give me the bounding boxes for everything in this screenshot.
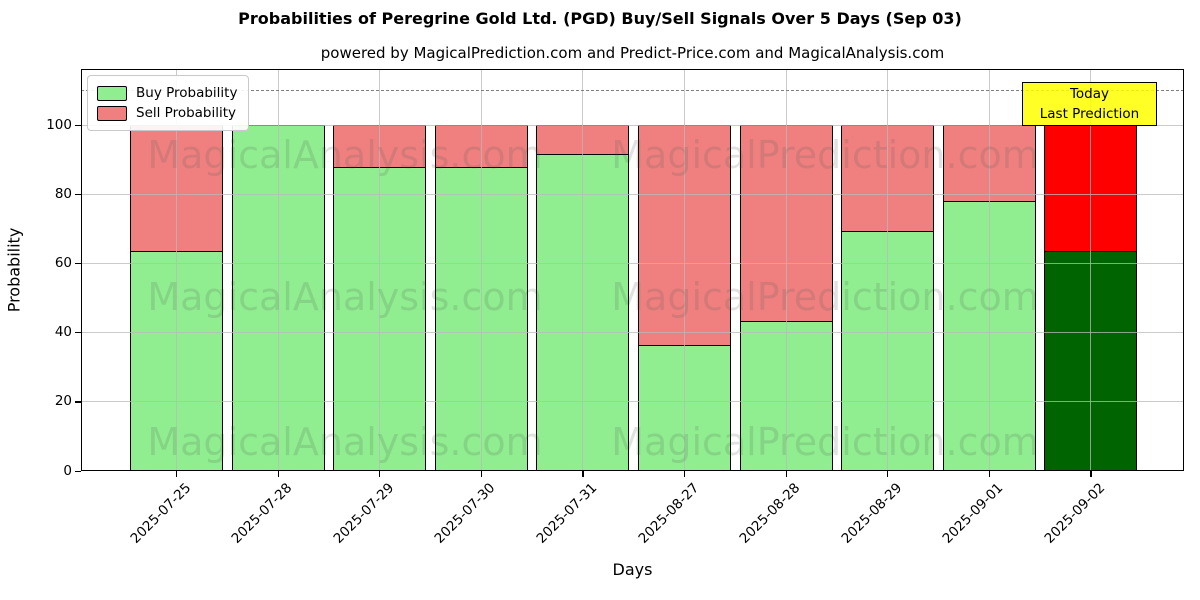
- gridline-x: [176, 69, 177, 471]
- y-tick-label: 100: [46, 116, 72, 133]
- gridline-x: [277, 69, 279, 471]
- x-tick-mark: [480, 471, 483, 477]
- y-tick-mark: [75, 401, 81, 403]
- y-tick-label: 80: [54, 185, 72, 202]
- x-tick-label: 2025-07-29: [330, 480, 398, 547]
- x-tick-label: 2025-09-02: [1041, 480, 1109, 547]
- y-axis-label: Probability: [4, 227, 24, 313]
- gridline-x: [379, 69, 381, 471]
- today-annotation-line2: Last Prediction: [1039, 106, 1140, 122]
- y-tick-mark: [75, 470, 81, 472]
- x-tick-label: 2025-07-31: [533, 480, 601, 547]
- plot-area: Buy Probability Sell Probability Today L…: [81, 69, 1184, 471]
- dashed-threshold-line: [81, 90, 1184, 92]
- gridline-x: [480, 69, 482, 471]
- y-tick-label: 40: [54, 324, 72, 341]
- gridline-y: [81, 124, 1184, 126]
- x-tick-label: 2025-07-28: [228, 480, 296, 547]
- x-tick-mark: [684, 471, 686, 477]
- gridline-y: [81, 332, 1184, 334]
- legend-buy-label: Buy Probability: [136, 85, 238, 101]
- gridline-y: [81, 401, 1184, 403]
- sell-color-swatch: [97, 105, 127, 121]
- x-tick-label: 2025-08-29: [838, 480, 906, 547]
- gridline-x: [684, 69, 685, 471]
- today-annotation: Today Last Prediction: [1022, 82, 1157, 126]
- x-tick-label: 2025-08-28: [736, 480, 804, 547]
- x-tick-mark: [379, 471, 381, 477]
- x-tick-label: 2025-07-25: [127, 480, 194, 547]
- gridline-y: [81, 193, 1184, 195]
- y-tick-mark: [75, 193, 81, 196]
- y-tick-mark: [75, 262, 81, 265]
- y-tick-label: 60: [54, 254, 72, 271]
- x-tick-mark: [887, 471, 889, 477]
- legend-sell-label: Sell Probability: [136, 105, 237, 121]
- today-annotation-line1: Today: [1069, 86, 1110, 102]
- x-tick-mark: [1090, 471, 1092, 477]
- legend-item-buy: Buy Probability: [97, 83, 237, 103]
- legend-item-sell: Sell Probability: [97, 103, 237, 123]
- x-tick-mark: [176, 471, 178, 477]
- x-tick-label: 2025-09-01: [939, 480, 1007, 547]
- y-tick-label: 20: [54, 393, 72, 410]
- y-tick-mark: [75, 124, 81, 126]
- buy-color-swatch: [97, 85, 127, 101]
- gridline-y: [81, 262, 1184, 264]
- y-tick-mark: [75, 332, 81, 334]
- x-tick-mark: [785, 471, 787, 477]
- gridline-x: [988, 69, 990, 471]
- chart-subtitle: powered by MagicalPrediction.com and Pre…: [320, 44, 945, 62]
- x-tick-mark: [582, 471, 584, 477]
- gridline-x: [582, 69, 584, 471]
- gridline-x: [1090, 69, 1092, 471]
- gridline-x: [785, 69, 787, 471]
- x-tick-label: 2025-08-27: [635, 480, 702, 547]
- x-tick-mark: [277, 471, 279, 477]
- gridline-x: [887, 69, 889, 471]
- chart-title: Probabilities of Peregrine Gold Ltd. (PG…: [238, 9, 962, 28]
- x-tick-mark: [988, 471, 991, 477]
- x-tick-label: 2025-07-30: [431, 480, 499, 547]
- x-axis-label: Days: [612, 560, 653, 579]
- y-tick-label: 0: [63, 462, 72, 479]
- legend: Buy Probability Sell Probability: [87, 75, 250, 131]
